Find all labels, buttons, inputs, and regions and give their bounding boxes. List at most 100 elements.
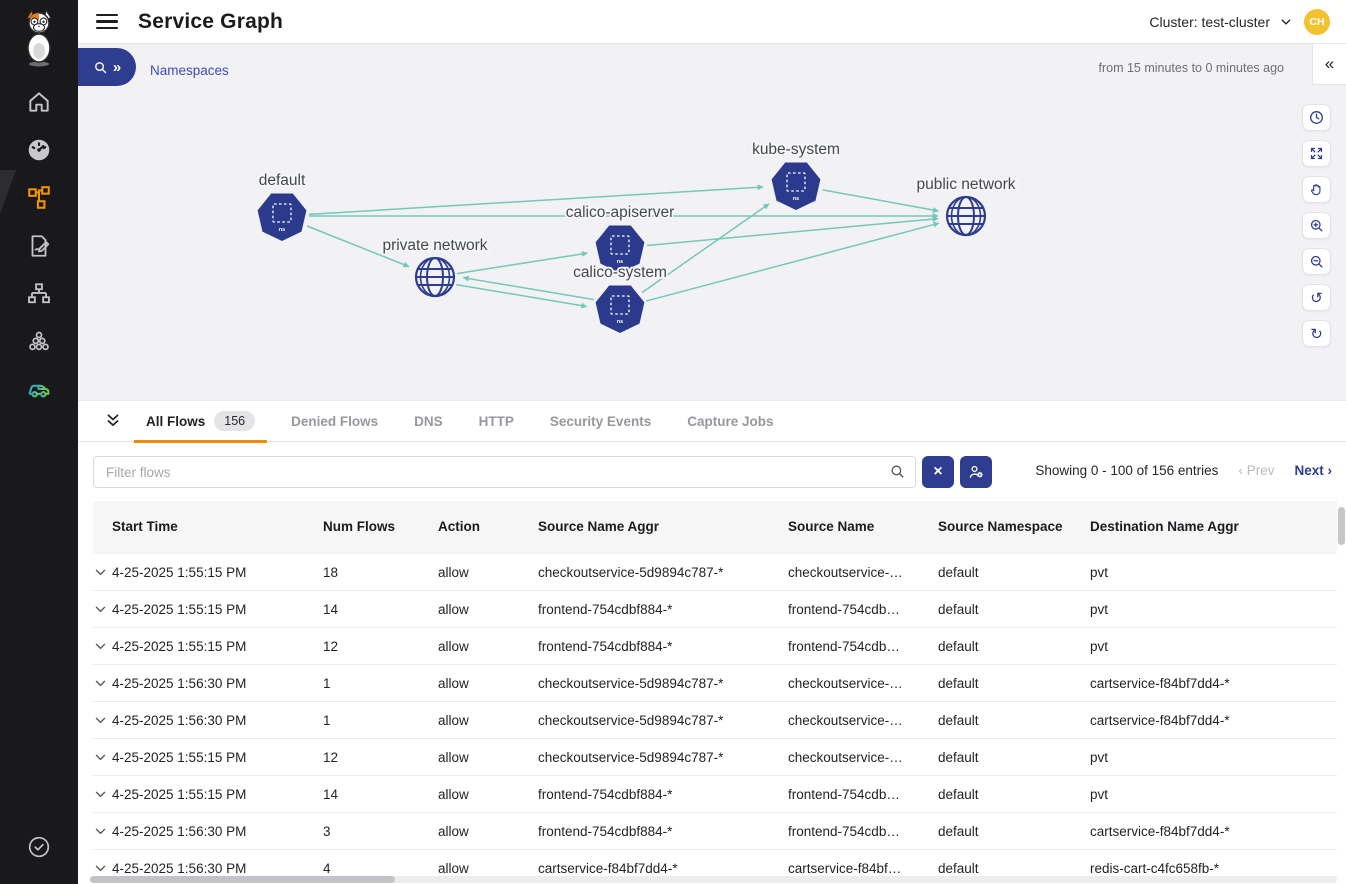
- zoom-in-icon: [1310, 219, 1323, 232]
- app-header: Service Graph Cluster: test-cluster CH: [78, 0, 1346, 44]
- cell-destination-name-aggr: pvt: [1090, 749, 1109, 765]
- sidebar-item-logs[interactable]: [24, 231, 54, 261]
- clear-filter-button[interactable]: ×: [922, 456, 954, 488]
- user-gear-icon: [969, 465, 983, 478]
- cell-source-namespace: default: [938, 786, 979, 802]
- cell-source-name-aggr: checkoutservice-5d9894c787-*: [538, 564, 724, 580]
- graph-node-public-network[interactable]: public network: [915, 174, 1018, 237]
- sidebar-item-clusters[interactable]: [24, 327, 54, 357]
- cell-start-time: 4-25-2025 1:55:15 PM: [112, 601, 247, 617]
- cell-source-name: checkoutservice-…: [788, 675, 903, 691]
- table-row[interactable]: 4-25-2025 1:56:30 PM 4 allow cartservice-f8…: [93, 850, 1337, 884]
- report-icon: [31, 235, 50, 257]
- table-row[interactable]: 4-25-2025 1:55:15 PM 14 allow frontend-754c…: [93, 776, 1337, 813]
- cell-start-time: 4-25-2025 1:56:30 PM: [112, 823, 247, 839]
- sidebar-item-home[interactable]: [24, 87, 54, 117]
- horizontal-scrollbar-track[interactable]: [90, 876, 1337, 883]
- cell-action: allow: [438, 675, 469, 691]
- sidebar-item-network[interactable]: [24, 279, 54, 309]
- graph-node-private-network[interactable]: private network: [381, 235, 490, 298]
- fit-to-screen-button[interactable]: [1302, 140, 1331, 167]
- table-row[interactable]: 4-25-2025 1:56:30 PM 1 allow checkoutservic…: [93, 702, 1337, 739]
- column-header-start-time[interactable]: Start Time: [112, 519, 178, 535]
- reset-view-button[interactable]: ↺: [1302, 284, 1331, 311]
- column-header-action[interactable]: Action: [438, 519, 480, 535]
- table-row[interactable]: 4-25-2025 1:55:15 PM 14 allow frontend-754c…: [93, 591, 1337, 628]
- row-expand-chevron-icon[interactable]: [93, 787, 112, 802]
- column-settings-button[interactable]: [960, 456, 992, 488]
- sidebar-item-compliance[interactable]: [24, 374, 54, 404]
- sitemap-icon: [28, 283, 50, 304]
- cell-action: allow: [438, 749, 469, 765]
- sidebar: [0, 0, 78, 884]
- vertical-scrollbar[interactable]: [1338, 507, 1345, 545]
- flows-panel: All Flows 156 Denied Flows DNS HTTP Security …: [78, 400, 1346, 884]
- zoom-out-icon: [1310, 255, 1323, 268]
- row-expand-chevron-icon[interactable]: [93, 676, 112, 691]
- column-header-source-namespace[interactable]: Source Namespace: [938, 519, 1063, 535]
- table-body: 4-25-2025 1:55:15 PM 18 allow checkoutservi…: [93, 554, 1337, 884]
- column-header-source-name[interactable]: Source Name: [788, 519, 875, 535]
- search-icon[interactable]: [889, 463, 906, 485]
- graph-toolbar: ↺ ↻: [1302, 104, 1331, 347]
- filter-flows-input[interactable]: [93, 456, 916, 488]
- row-expand-chevron-icon[interactable]: [93, 750, 112, 765]
- row-expand-chevron-icon[interactable]: [93, 639, 112, 654]
- sidebar-item-dashboard[interactable]: [24, 135, 54, 165]
- table-row[interactable]: 4-25-2025 1:55:15 PM 12 allow checkoutservi…: [93, 739, 1337, 776]
- zoom-in-button[interactable]: [1302, 212, 1331, 239]
- cell-num-flows: 1: [323, 712, 331, 728]
- hamburger-menu-icon[interactable]: [96, 13, 118, 30]
- collapse-panel-button[interactable]: «: [1312, 44, 1346, 85]
- tab-capture-jobs[interactable]: Capture Jobs: [687, 413, 774, 429]
- table-row[interactable]: 4-25-2025 1:56:30 PM 3 allow frontend-754cd…: [93, 813, 1337, 850]
- table-row[interactable]: 4-25-2025 1:55:15 PM 12 allow frontend-754c…: [93, 628, 1337, 665]
- next-page-button[interactable]: Next ›: [1294, 463, 1332, 478]
- graph-node-default[interactable]: ns default: [257, 170, 308, 241]
- cell-destination-name-aggr: cartservice-f84bf7dd4-*: [1090, 712, 1230, 728]
- hand-icon: [1311, 184, 1321, 196]
- graph-node-calico-apiserver[interactable]: ns calico-apiserver: [564, 202, 676, 273]
- row-expand-chevron-icon[interactable]: [93, 602, 112, 617]
- cell-source-name: checkoutservice-…: [788, 712, 903, 728]
- zoom-out-button[interactable]: [1302, 248, 1331, 275]
- avatar[interactable]: CH: [1304, 8, 1330, 35]
- column-header-source-name-aggr[interactable]: Source Name Aggr: [538, 519, 660, 535]
- graph-search-pill[interactable]: »: [78, 48, 136, 86]
- tab-http[interactable]: HTTP: [478, 413, 514, 429]
- graph-node-label: calico-apiserver: [566, 204, 675, 221]
- tab-security-events[interactable]: Security Events: [549, 413, 652, 429]
- column-header-num-flows[interactable]: Num Flows: [323, 519, 396, 535]
- cell-source-name: frontend-754cdb…: [788, 601, 900, 617]
- refresh-button[interactable]: ↻: [1302, 320, 1331, 347]
- row-expand-chevron-icon[interactable]: [93, 713, 112, 728]
- column-header-destination-name-aggr[interactable]: Destination Name Aggr: [1090, 519, 1239, 535]
- chevron-down-icon: [1281, 18, 1291, 25]
- graph-node-kube-system[interactable]: ns kube-system: [750, 139, 842, 210]
- cell-action: allow: [438, 823, 469, 839]
- prev-page-button[interactable]: ‹ Prev: [1238, 463, 1275, 478]
- cell-num-flows: 14: [323, 786, 339, 802]
- cell-action: allow: [438, 786, 469, 802]
- horizontal-scrollbar-thumb[interactable]: [90, 876, 395, 883]
- row-expand-chevron-icon[interactable]: [93, 824, 112, 839]
- double-chevron-down-icon[interactable]: [102, 410, 124, 432]
- breadcrumb[interactable]: Namespaces: [150, 63, 229, 78]
- table-row[interactable]: 4-25-2025 1:56:30 PM 1 allow checkoutservic…: [93, 665, 1337, 702]
- tab-denied-flows[interactable]: Denied Flows: [291, 413, 379, 429]
- tab-dns[interactable]: DNS: [414, 413, 443, 429]
- row-expand-chevron-icon[interactable]: [93, 861, 112, 876]
- cluster-selector[interactable]: Cluster: test-cluster: [1149, 14, 1292, 30]
- table-row[interactable]: 4-25-2025 1:55:15 PM 18 allow checkoutservi…: [93, 554, 1337, 591]
- svg-text:ns: ns: [617, 259, 623, 265]
- sidebar-item-verified[interactable]: [24, 832, 54, 862]
- row-expand-chevron-icon[interactable]: [93, 565, 112, 580]
- pan-button[interactable]: [1302, 176, 1331, 203]
- graph-node-label: kube-system: [752, 141, 840, 158]
- time-range-button[interactable]: [1302, 104, 1331, 131]
- cell-num-flows: 18: [323, 564, 339, 580]
- cell-action: allow: [438, 860, 469, 876]
- tab-all-flows[interactable]: All Flows 156: [128, 401, 273, 443]
- sidebar-item-service-graph[interactable]: [24, 183, 54, 213]
